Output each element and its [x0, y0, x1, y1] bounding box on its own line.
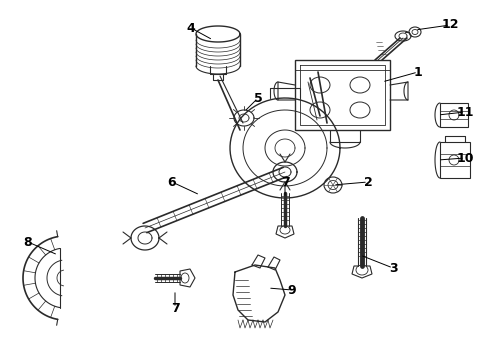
Ellipse shape [310, 102, 330, 118]
Ellipse shape [409, 27, 421, 37]
Ellipse shape [324, 177, 342, 193]
Text: 7: 7 [281, 176, 290, 189]
Polygon shape [295, 60, 390, 130]
Text: 4: 4 [187, 22, 196, 35]
Text: 9: 9 [288, 284, 296, 297]
Text: 12: 12 [441, 18, 459, 31]
Ellipse shape [310, 77, 330, 93]
Text: 7: 7 [171, 301, 179, 315]
Polygon shape [276, 226, 294, 238]
Polygon shape [180, 269, 195, 287]
Text: 8: 8 [24, 235, 32, 248]
Ellipse shape [280, 226, 290, 234]
Ellipse shape [356, 265, 368, 275]
Ellipse shape [181, 273, 189, 283]
Polygon shape [352, 266, 372, 278]
Ellipse shape [328, 180, 338, 189]
Ellipse shape [449, 155, 459, 165]
Text: 10: 10 [456, 152, 474, 165]
Ellipse shape [449, 110, 459, 120]
Text: 2: 2 [364, 175, 372, 189]
Text: 5: 5 [254, 91, 262, 104]
Text: 1: 1 [414, 66, 422, 78]
Polygon shape [440, 142, 470, 178]
Ellipse shape [412, 30, 418, 35]
Text: 3: 3 [389, 261, 397, 274]
Ellipse shape [350, 102, 370, 118]
Ellipse shape [350, 77, 370, 93]
Text: 6: 6 [168, 175, 176, 189]
Text: 11: 11 [456, 105, 474, 118]
Polygon shape [440, 103, 468, 127]
